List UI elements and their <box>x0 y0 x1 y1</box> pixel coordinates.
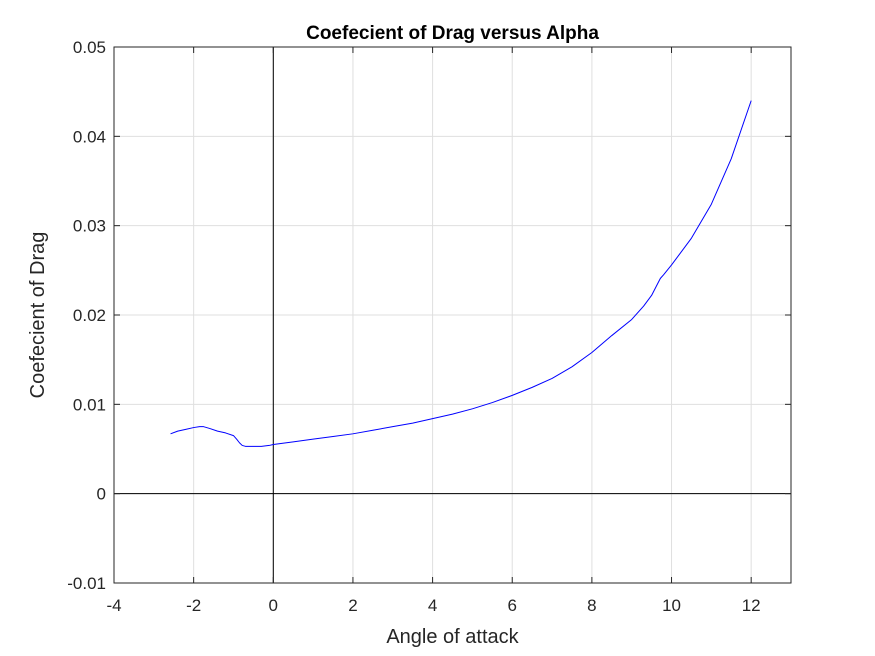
x-tick-label: 12 <box>742 596 761 615</box>
plot-area: -4 -2 0 2 4 6 8 10 12 -0.01 0 0.01 0.02 0.03 0.04 0.05 <box>67 38 792 615</box>
x-tick-label: -2 <box>186 596 201 615</box>
x-tick-label: 8 <box>587 596 596 615</box>
x-tick-label: 10 <box>662 596 681 615</box>
y-axis-label: Coefecient of Drag <box>27 232 49 399</box>
series-line <box>170 100 752 447</box>
x-tick-label: 4 <box>428 596 437 615</box>
y-tick-label: 0.02 <box>73 306 106 325</box>
data-series <box>170 100 752 447</box>
x-tick-label: 6 <box>508 596 517 615</box>
y-tick-label: 0.04 <box>73 127 106 146</box>
y-tick-label: 0.05 <box>73 38 106 57</box>
x-tick-label: -4 <box>106 596 121 615</box>
x-axis-label: Angle of attack <box>386 626 519 648</box>
y-tick-label: -0.01 <box>67 574 106 593</box>
y-tick-label: 0 <box>97 485 106 504</box>
ticks: -4 -2 0 2 4 6 8 10 12 -0.01 0 0.01 0.02 0.03 0.04 0.05 <box>67 38 791 615</box>
chart-title: Coefecient of Drag versus Alpha <box>306 23 599 44</box>
reference-lines <box>114 47 791 583</box>
y-tick-label: 0.01 <box>73 395 106 414</box>
x-tick-label: 2 <box>348 596 357 615</box>
y-tick-label: 0.03 <box>73 217 106 236</box>
x-tick-label: 0 <box>269 596 278 615</box>
